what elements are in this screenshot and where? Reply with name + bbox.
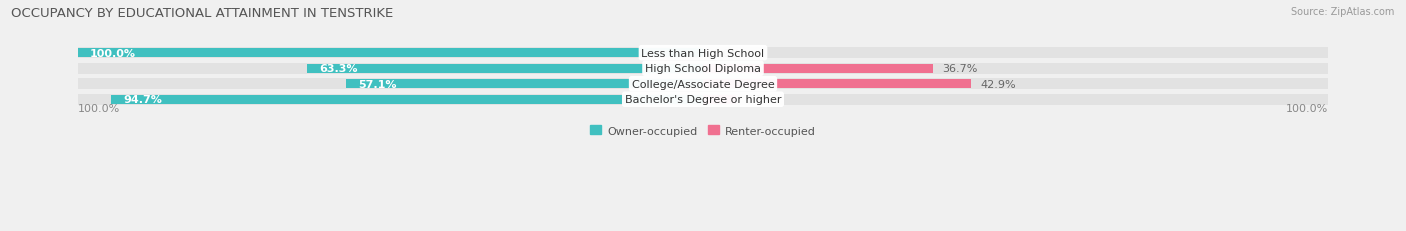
Text: High School Diploma: High School Diploma bbox=[645, 64, 761, 74]
Bar bbox=[703, 80, 972, 89]
Bar bbox=[703, 79, 1329, 90]
Text: Bachelor's Degree or higher: Bachelor's Degree or higher bbox=[624, 95, 782, 105]
Bar bbox=[703, 94, 1329, 105]
Bar bbox=[77, 94, 703, 105]
Bar bbox=[77, 63, 703, 75]
Bar bbox=[703, 63, 1329, 75]
Text: 100.0%: 100.0% bbox=[1286, 104, 1329, 114]
Bar bbox=[703, 64, 932, 73]
Text: 0.0%: 0.0% bbox=[713, 49, 741, 58]
Text: 42.9%: 42.9% bbox=[981, 79, 1017, 89]
Bar bbox=[111, 95, 703, 104]
Bar bbox=[77, 48, 703, 59]
Bar bbox=[77, 79, 703, 90]
Text: Source: ZipAtlas.com: Source: ZipAtlas.com bbox=[1291, 7, 1395, 17]
Text: Less than High School: Less than High School bbox=[641, 49, 765, 58]
Legend: Owner-occupied, Renter-occupied: Owner-occupied, Renter-occupied bbox=[586, 121, 820, 140]
Text: 100.0%: 100.0% bbox=[90, 49, 136, 58]
Text: College/Associate Degree: College/Associate Degree bbox=[631, 79, 775, 89]
Text: OCCUPANCY BY EDUCATIONAL ATTAINMENT IN TENSTRIKE: OCCUPANCY BY EDUCATIONAL ATTAINMENT IN T… bbox=[11, 7, 394, 20]
Bar bbox=[307, 64, 703, 73]
Bar bbox=[703, 95, 737, 104]
Text: 94.7%: 94.7% bbox=[124, 95, 162, 105]
Text: 100.0%: 100.0% bbox=[77, 104, 120, 114]
Bar bbox=[77, 49, 703, 58]
Text: 5.3%: 5.3% bbox=[745, 95, 773, 105]
Text: 57.1%: 57.1% bbox=[359, 79, 396, 89]
Bar bbox=[703, 48, 1329, 59]
Bar bbox=[346, 80, 703, 89]
Text: 63.3%: 63.3% bbox=[319, 64, 359, 74]
Text: 36.7%: 36.7% bbox=[942, 64, 977, 74]
